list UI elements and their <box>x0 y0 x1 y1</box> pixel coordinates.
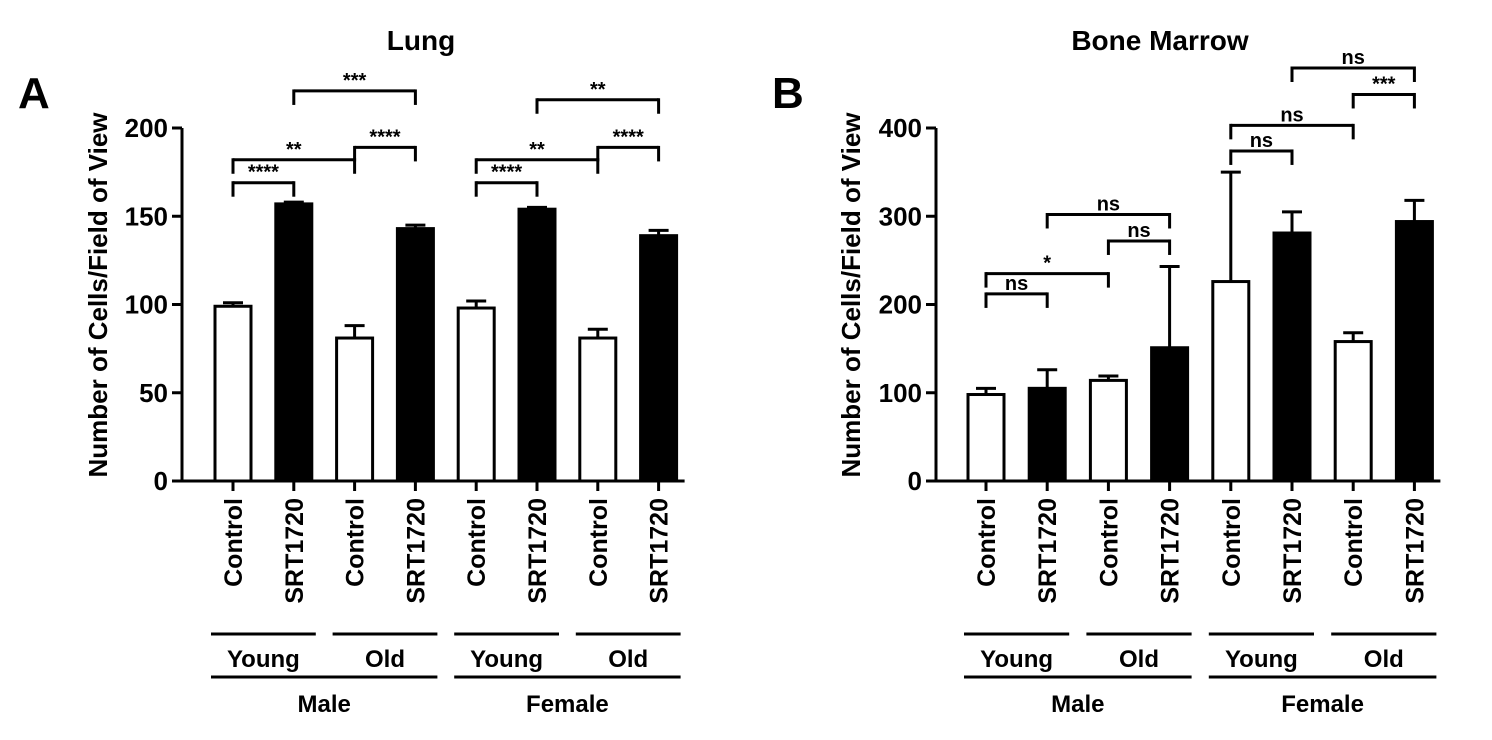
significance-label: **** <box>491 162 522 184</box>
significance-label: **** <box>369 126 400 148</box>
significance-bracket: ns <box>1106 220 1172 255</box>
x-category-label: SRT1720 <box>1034 498 1062 604</box>
significance-bracket: ** <box>535 79 661 114</box>
x-category-label: SRT1720 <box>1279 498 1307 604</box>
significance-bracket: ** <box>474 139 600 174</box>
significance-label: ns <box>1342 47 1365 69</box>
significance-bracket: **** <box>231 162 296 197</box>
bar <box>335 336 375 483</box>
panel-b: B Bone Marrow Number of Cells/Field of Vie… <box>772 25 1441 718</box>
significance-bracket: ns <box>1229 104 1355 140</box>
x-category-label: SRT1720 <box>281 498 309 604</box>
x-category-label: SRT1720 <box>646 498 674 604</box>
panel-letter: A <box>18 69 50 118</box>
age-group-label: Young <box>980 646 1053 673</box>
significance-label: ns <box>1005 273 1028 295</box>
bar <box>517 207 557 483</box>
sex-group-label: Male <box>1051 691 1104 718</box>
significance-bracket: **** <box>353 126 417 162</box>
chart-title: Lung <box>387 25 455 56</box>
significance-bracket: * <box>984 253 1110 288</box>
bar <box>395 227 435 483</box>
significance-label: * <box>1043 253 1051 275</box>
significance-label: ** <box>286 139 302 161</box>
bar <box>639 234 679 483</box>
age-group-label: Old <box>1119 646 1159 673</box>
panel-a: A Lung Number of Cells/Field of View 0 50 100… <box>18 25 685 718</box>
sex-group-label: Male <box>298 691 351 718</box>
y-tick-label: 100 <box>879 378 922 408</box>
x-category-label: Control <box>1095 498 1123 587</box>
x-category-label: SRT1720 <box>1157 498 1185 604</box>
significance-label: **** <box>613 126 644 148</box>
bar <box>578 336 618 483</box>
age-group-label: Old <box>608 646 648 673</box>
significance-label: ns <box>1127 220 1150 242</box>
bar <box>966 393 1006 483</box>
bar <box>274 202 314 483</box>
significance-bracket: *** <box>1351 73 1416 109</box>
x-category-label: Control <box>1340 498 1368 587</box>
x-category-label: Control <box>1218 498 1246 587</box>
significance-label: *** <box>343 70 367 92</box>
y-tick-label: 50 <box>139 378 168 408</box>
y-tick-label: 0 <box>154 466 168 496</box>
significance-bracket: **** <box>474 162 539 197</box>
y-tick-label: 100 <box>125 290 168 320</box>
significance-label: ns <box>1250 130 1273 152</box>
x-category-label: SRT1720 <box>1401 498 1429 604</box>
sex-group-label: Female <box>526 691 609 718</box>
y-tick-label: 200 <box>125 113 168 143</box>
bar <box>1027 386 1067 483</box>
panel-letter: B <box>772 69 804 118</box>
bar <box>1211 280 1251 483</box>
significance-label: *** <box>1372 73 1396 95</box>
x-category-label: SRT1720 <box>524 498 552 604</box>
significance-label: **** <box>248 162 279 184</box>
bar <box>1088 378 1128 483</box>
age-group-label: Young <box>1225 646 1298 673</box>
sex-group-label: Female <box>1281 691 1364 718</box>
significance-label: ** <box>590 79 606 101</box>
chart-title: Bone Marrow <box>1071 25 1249 56</box>
x-category-label: Control <box>973 498 1001 587</box>
x-category-label: Control <box>342 498 370 587</box>
significance-label: ** <box>529 139 545 161</box>
age-group-label: Old <box>365 646 405 673</box>
bar <box>1150 346 1190 483</box>
x-category-label: Control <box>220 498 248 587</box>
bar <box>1272 231 1312 483</box>
bar <box>456 306 496 483</box>
y-axis-label: Number of Cells/Field of View <box>83 112 113 478</box>
significance-bracket: ns <box>984 273 1049 308</box>
age-group-label: Old <box>1364 646 1404 673</box>
bar <box>1333 340 1373 483</box>
bar <box>1394 220 1434 483</box>
y-axis-label: Number of Cells/Field of View <box>836 112 866 478</box>
age-group-label: Young <box>227 646 300 673</box>
significance-label: ns <box>1097 193 1120 215</box>
x-category-label: SRT1720 <box>402 498 430 604</box>
y-tick-label: 200 <box>879 290 922 320</box>
significance-bracket: ns <box>1229 130 1294 165</box>
significance-bracket: ns <box>1290 47 1416 82</box>
y-tick-label: 300 <box>879 201 922 231</box>
bar <box>213 304 253 483</box>
y-tick-label: 150 <box>125 201 168 231</box>
x-category-label: Control <box>463 498 491 587</box>
significance-bracket: *** <box>292 70 417 105</box>
y-tick-label: 0 <box>908 466 922 496</box>
x-category-label: Control <box>585 498 613 587</box>
y-tick-label: 400 <box>879 113 922 143</box>
significance-label: ns <box>1280 104 1303 126</box>
significance-bracket: ns <box>1045 193 1172 229</box>
age-group-label: Young <box>470 646 543 673</box>
significance-bracket: **** <box>596 126 661 162</box>
